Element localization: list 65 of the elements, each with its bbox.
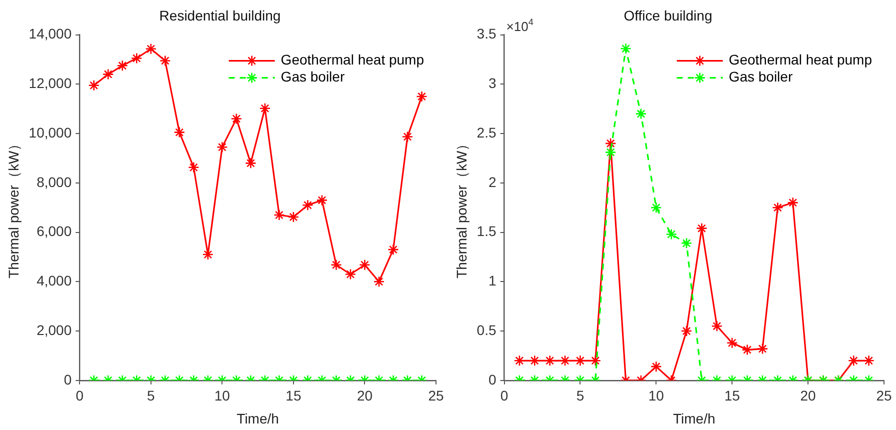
y-tick-label: 0 (64, 371, 72, 388)
y-tick-label: 2,000 (36, 322, 72, 338)
y-tick-label: 3 (488, 75, 496, 92)
y-tick-label: 2 (488, 174, 496, 190)
point (288, 211, 300, 223)
y-tick-label: 0.5 (476, 322, 496, 338)
y-axis-title: Thermal power（kW） (5, 136, 22, 278)
x-tick-label: 10 (214, 388, 230, 404)
point (316, 194, 328, 206)
point (416, 90, 428, 102)
y-tick-label: 0 (488, 371, 496, 388)
point (174, 126, 186, 138)
x-tick-label: 20 (800, 388, 816, 404)
point (787, 197, 799, 208)
point (88, 80, 100, 92)
y-tick-label: 1.5 (476, 223, 496, 240)
legend-label: Gas boiler (728, 68, 793, 85)
point (635, 108, 647, 120)
x-tick-label: 15 (286, 388, 302, 404)
point (230, 113, 242, 124)
chart-title: Office building (624, 7, 712, 24)
point (302, 199, 314, 211)
y-axis-title: Thermal power（kW） (453, 136, 470, 278)
x-tick-label: 20 (356, 388, 373, 404)
y-tick-label: 3.5 (476, 26, 496, 42)
point (216, 141, 228, 153)
point (772, 202, 784, 214)
x-tick-label: 5 (576, 388, 584, 404)
point (116, 60, 128, 72)
y-tick-label: 8,000 (36, 174, 72, 190)
point (102, 68, 114, 80)
y-tick-label: 4,000 (36, 272, 72, 289)
point (245, 158, 256, 169)
point (160, 55, 171, 66)
y-tick-label: 2.5 (476, 124, 496, 140)
point (696, 222, 708, 234)
legend-label: Geothermal heat pump (280, 52, 424, 68)
x-axis-title: Time/h (236, 410, 279, 426)
x-tick-label: 0 (76, 388, 84, 404)
y-tick-label: 1 (488, 272, 496, 289)
point (650, 202, 662, 214)
point (145, 43, 157, 55)
x-tick-label: 10 (648, 388, 664, 404)
y-tick-label: 10,000 (28, 124, 72, 140)
point (388, 244, 399, 256)
point (130, 52, 142, 64)
point (604, 146, 616, 158)
point (188, 162, 200, 174)
point (666, 228, 677, 240)
y-tick-label: 12,000 (28, 75, 72, 92)
x-tick-label: 5 (147, 388, 155, 404)
legend-label: Gas boiler (280, 68, 345, 85)
x-tick-label: 0 (500, 388, 508, 404)
point (402, 131, 414, 142)
point (259, 102, 271, 114)
x-tick-label: 25 (876, 388, 892, 404)
x-tick-label: 25 (428, 388, 444, 404)
x-axis-title: Time/h (672, 410, 716, 426)
point (680, 238, 692, 249)
legend-label: Geothermal heat pump (728, 52, 872, 68)
chart-title: Residential building (159, 7, 281, 24)
y-tick-label: 6,000 (36, 223, 72, 240)
y-tick-label: 14,000 (28, 26, 72, 42)
point (274, 209, 285, 221)
x-tick-label: 15 (724, 388, 740, 404)
